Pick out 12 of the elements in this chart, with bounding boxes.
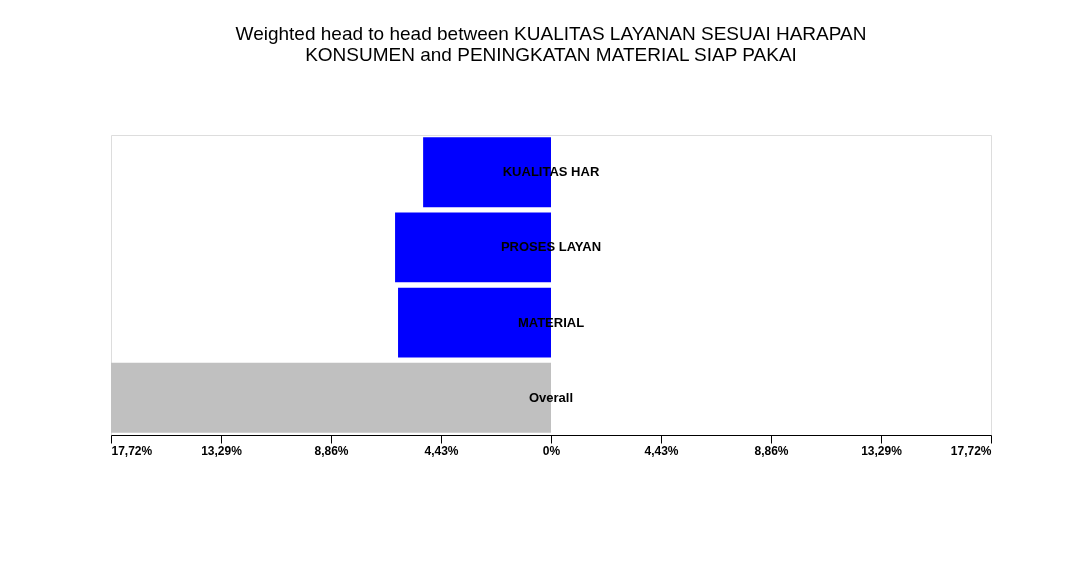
x-tick-label: 13,29% — [861, 443, 903, 458]
x-tick-label: 17,72% — [111, 443, 153, 458]
x-tick-label: 4,43% — [424, 443, 459, 458]
x-tick-label: 17,72% — [950, 443, 992, 458]
x-tick-label: 13,29% — [201, 443, 243, 458]
x-tick-label: 8,86% — [754, 443, 789, 458]
y-tick-label: Overall — [528, 389, 574, 405]
text: Weighted head to head between KUALITAS LAYANAN SESUAI HARAPAN — [235, 23, 867, 44]
x-tick-label: 0% — [542, 443, 561, 458]
x-tick-label: 8,86% — [314, 443, 349, 458]
x-tick-label: 4,43% — [644, 443, 679, 458]
text: KONSUMEN and PENINGKATAN MATERIAL SIAP PAKAI — [305, 44, 797, 65]
